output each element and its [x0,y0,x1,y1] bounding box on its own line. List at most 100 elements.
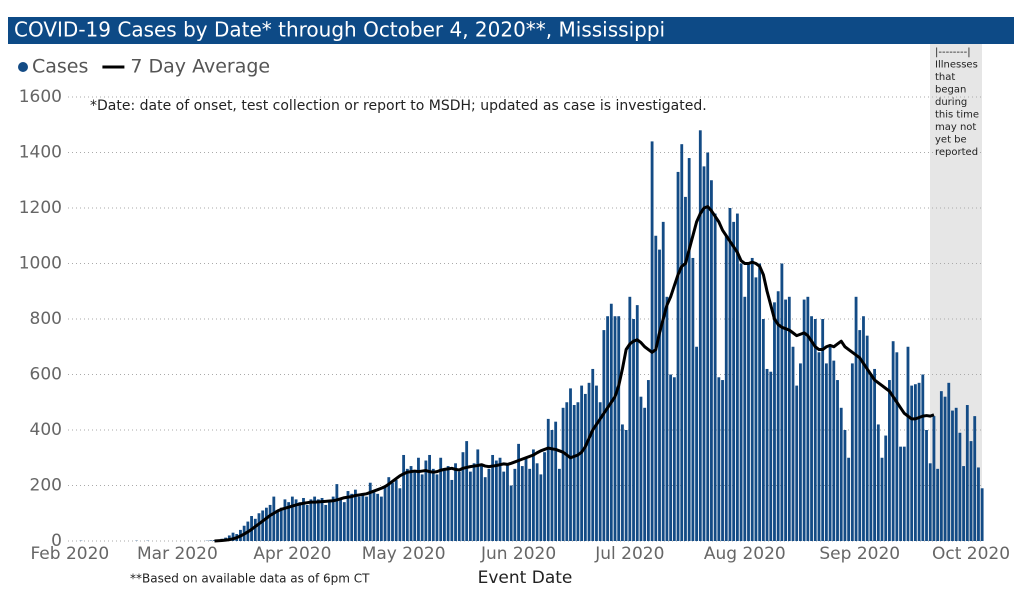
bar [691,257,695,541]
bar [379,496,383,541]
bar [780,263,784,541]
bar [965,405,969,541]
bar [632,319,635,541]
bar [750,257,754,541]
annotation-line: began [935,85,966,96]
bar [754,277,758,541]
bar [454,463,457,541]
bar [339,499,342,541]
bar [654,235,658,541]
bar [828,346,832,541]
bar [902,446,906,541]
y-tick-label: 200 [30,476,62,496]
bar [276,510,279,541]
bar [847,457,851,541]
bar [569,388,572,541]
bar [776,291,780,541]
bar [350,493,354,541]
bar [698,130,702,542]
bar [747,263,750,541]
x-tick-label: May 2020 [362,544,446,564]
bar [313,496,317,541]
y-tick-label: 600 [30,365,62,385]
bar [402,454,406,541]
y-tick-label: 1400 [19,143,62,163]
y-tick-label: 1200 [19,198,62,218]
bar [717,377,721,541]
bar [324,504,328,541]
bar [491,454,495,541]
bar [836,380,839,541]
bar [383,485,387,541]
bar [910,385,914,541]
bar [342,502,346,541]
bar [294,499,298,541]
bar [494,460,498,541]
bar [398,488,402,541]
annotation-line: during [935,97,967,108]
bar [331,496,335,541]
bar [457,471,461,541]
bar [357,496,361,541]
bar [209,540,213,541]
annotation-line: that [935,72,955,83]
bar [884,435,888,541]
bar [813,319,817,541]
bar [858,330,862,541]
bar [821,319,825,541]
bar [572,405,576,541]
bar [680,144,684,542]
y-tick-label: 0 [51,531,62,551]
bar [431,468,435,541]
bar [346,491,350,541]
y-tick-label: 1600 [19,87,62,107]
bar [951,410,954,541]
bar [261,510,265,541]
bar [520,466,524,541]
bar [702,166,706,541]
bar [895,352,899,541]
x-tick-label: Aug 2020 [704,544,786,564]
bar [405,468,409,541]
bar [272,496,276,541]
bar [724,235,728,541]
bar [669,374,673,541]
bar [583,393,587,541]
bar [761,319,765,541]
bar [635,305,639,541]
bar [591,368,595,541]
bar [546,418,550,541]
bar [498,457,502,541]
bar [368,482,372,541]
annotation-line: may not [935,122,976,133]
bar [257,513,261,541]
bar [309,499,313,541]
bar [506,463,509,541]
average-line [214,205,935,543]
bar [376,493,380,541]
annotation-line: reported [935,147,978,158]
annotation-line: |--------| [935,47,971,58]
bar [843,430,847,541]
annotation-line: this time [935,110,979,121]
bar [784,299,788,541]
bar [646,380,650,541]
bar [695,346,699,541]
bar [253,518,257,541]
bar [483,477,487,541]
bar [320,497,324,541]
bar [710,180,713,541]
bar [617,316,621,541]
bar [465,441,469,541]
legend-swatch [18,62,28,72]
bar [391,482,394,541]
bar [302,497,305,541]
bar [279,507,283,541]
bar [743,296,747,541]
bar [613,316,617,541]
bar [732,221,736,541]
bar [969,441,973,541]
bar [962,466,966,541]
bar [290,496,294,541]
